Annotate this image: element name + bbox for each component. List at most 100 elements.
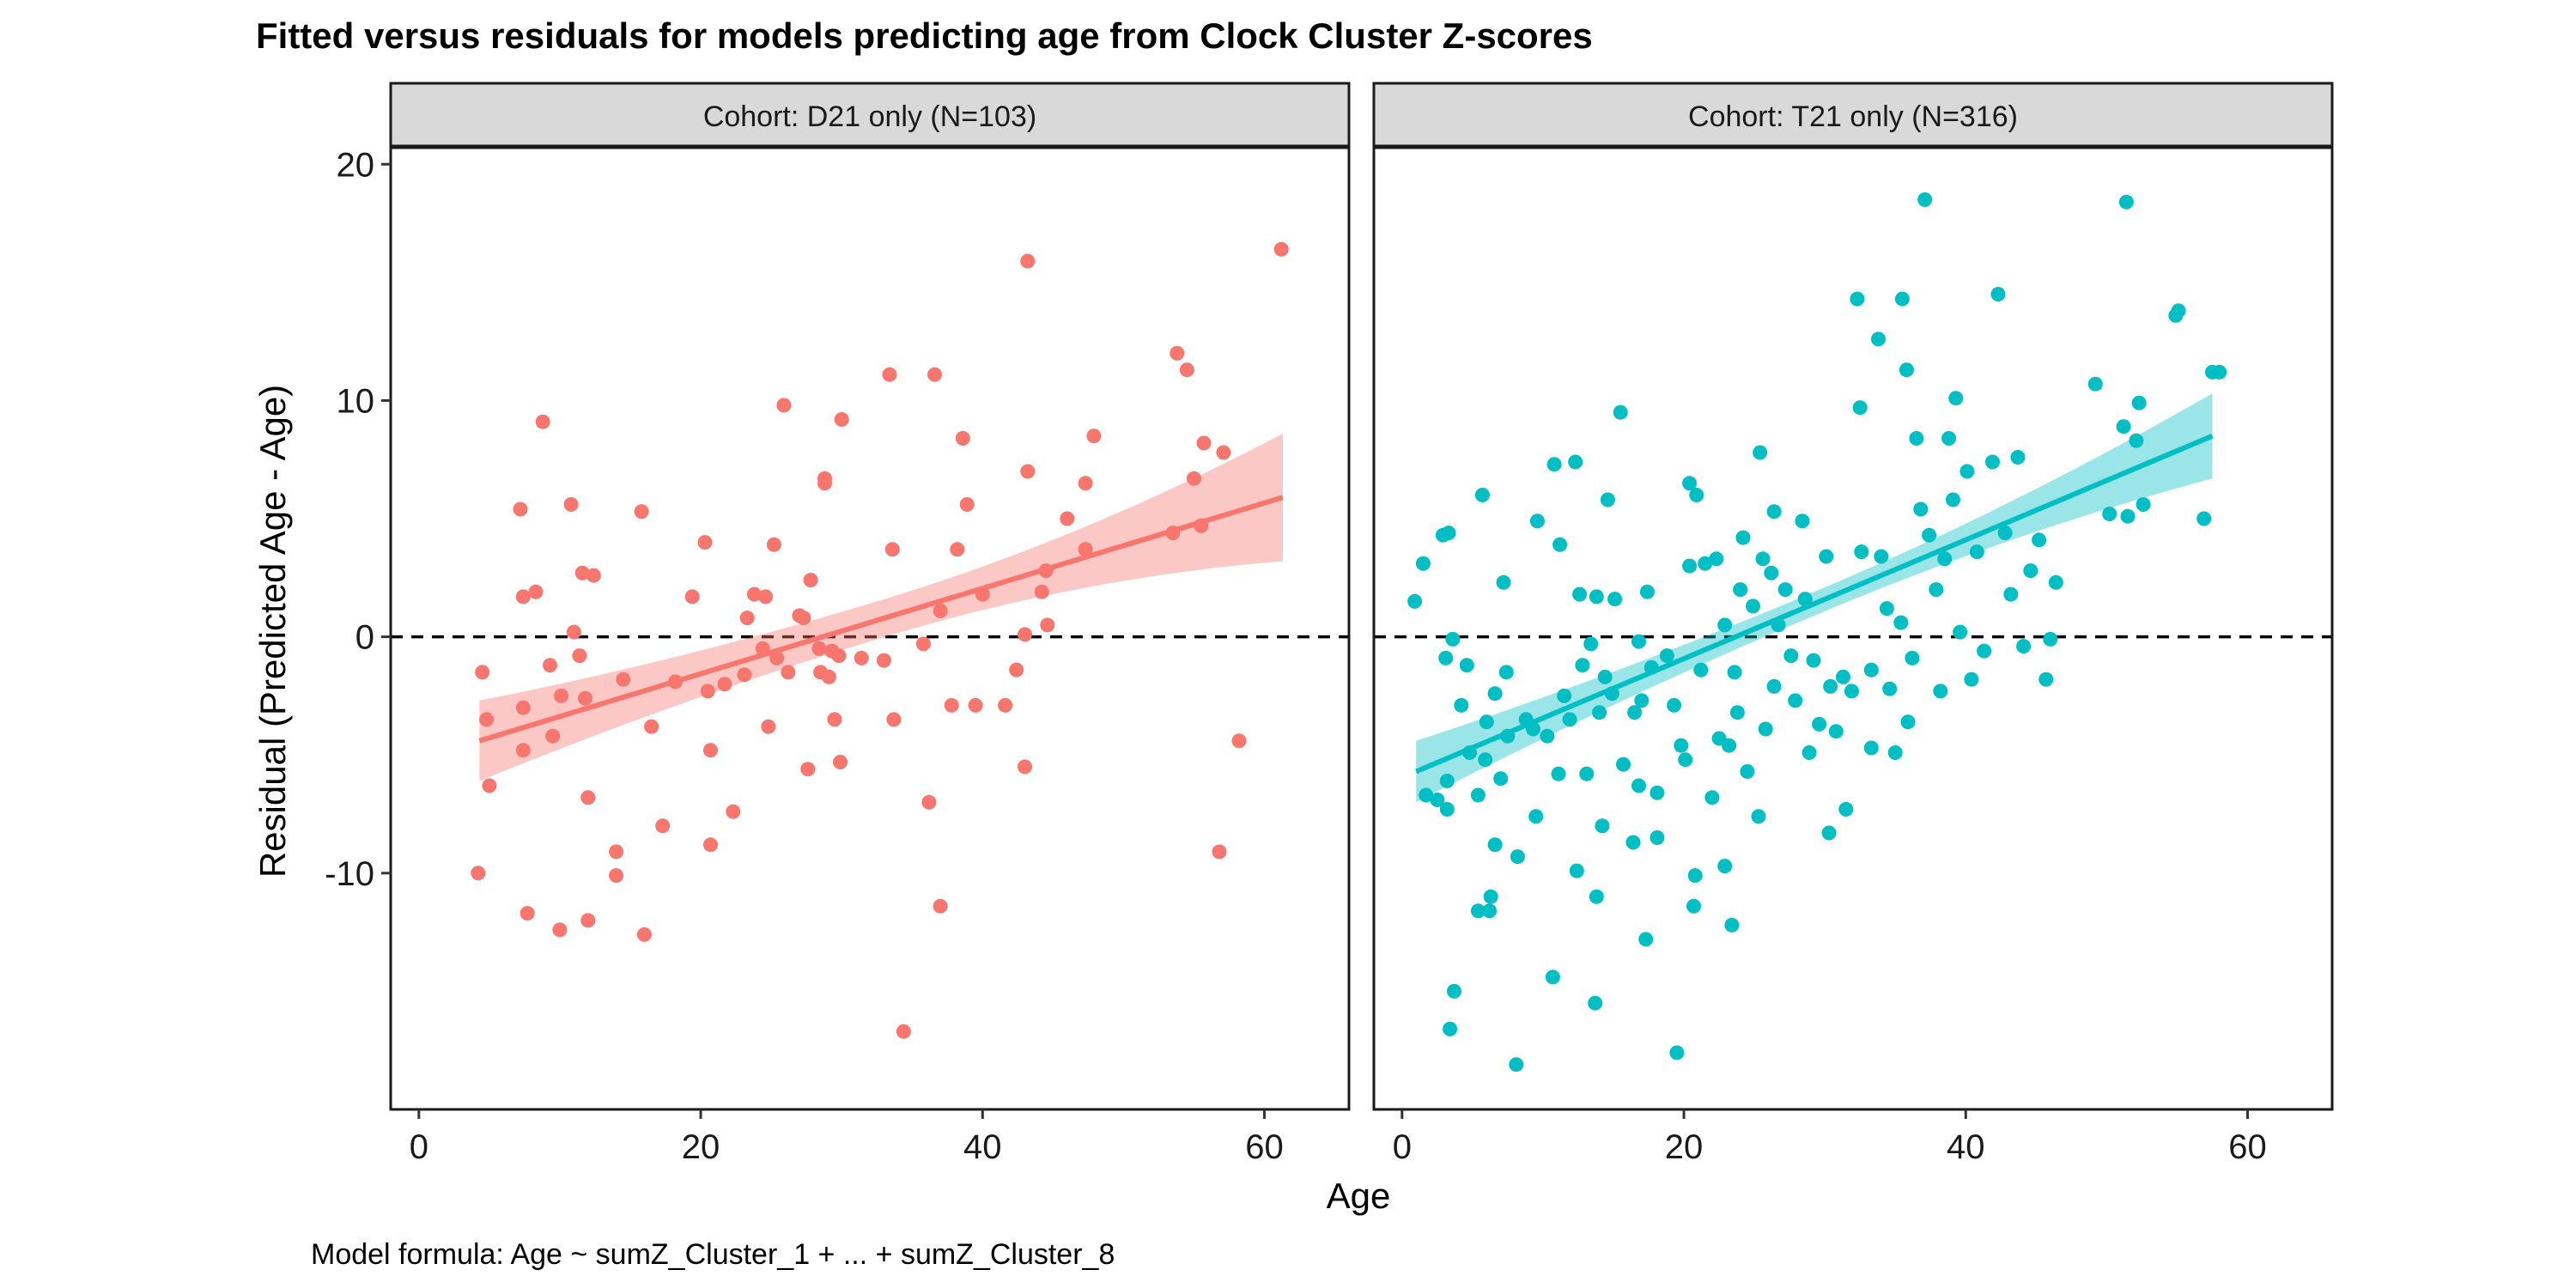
data-point: [2010, 450, 2026, 465]
data-point: [1854, 544, 1869, 560]
data-point: [2116, 419, 2131, 434]
data-point: [703, 743, 718, 758]
data-point: [1909, 431, 1924, 446]
data-point: [1801, 745, 1817, 760]
data-point: [1231, 733, 1247, 749]
data-point: [1020, 464, 1036, 479]
x-tick-label: 20: [1665, 1128, 1704, 1166]
y-tick-label: 10: [337, 382, 375, 420]
data-point: [1462, 745, 1478, 760]
data-point: [1667, 697, 1682, 713]
data-point: [1893, 615, 1909, 630]
data-point: [543, 658, 557, 673]
data-point: [1018, 759, 1032, 775]
data-point: [803, 573, 818, 588]
data-point: [1439, 802, 1455, 817]
data-point: [884, 542, 900, 557]
data-point: [578, 690, 592, 706]
data-point: [1649, 830, 1665, 845]
data-point: [1850, 291, 1865, 307]
data-point: [746, 586, 762, 602]
data-point: [1487, 686, 1503, 702]
data-point: [1887, 745, 1903, 760]
data-point: [1643, 659, 1659, 675]
data-point: [2196, 511, 2212, 526]
data-point: [1917, 192, 1933, 207]
data-point: [1777, 582, 1793, 598]
data-point: [535, 414, 550, 429]
data-point: [1687, 868, 1703, 884]
data-point: [1600, 492, 1615, 507]
data-point: [1552, 537, 1568, 552]
data-point: [769, 650, 785, 665]
data-point: [933, 898, 948, 914]
data-point: [1627, 705, 1643, 720]
data-point: [1562, 712, 1577, 727]
x-tick-label: 0: [1393, 1128, 1412, 1166]
data-point: [1674, 738, 1689, 753]
data-point: [566, 624, 581, 640]
data-point: [1913, 501, 1929, 517]
data-point: [513, 501, 528, 517]
panel-border: [1372, 146, 2334, 1111]
data-point: [1823, 678, 1838, 694]
data-point: [1439, 774, 1455, 788]
data-point: [471, 866, 486, 881]
data-point: [636, 927, 652, 942]
data-point: [515, 589, 531, 605]
data-point: [515, 700, 531, 715]
data-point: [1722, 738, 1737, 753]
data-point: [1569, 863, 1584, 878]
data-point: [616, 671, 631, 687]
data-point: [1595, 818, 1610, 834]
data-point: [1758, 721, 1773, 737]
regression-line: [1415, 433, 2214, 775]
data-point: [1445, 631, 1461, 647]
data-point: [821, 669, 836, 684]
data-point: [1443, 1021, 1458, 1036]
data-point: [1438, 650, 1454, 665]
data-point: [1682, 558, 1698, 574]
data-point: [1946, 492, 1960, 507]
data-point: [684, 589, 700, 605]
data-point: [1165, 526, 1181, 541]
data-point: [1933, 683, 1948, 699]
data-point: [1018, 627, 1032, 642]
data-point: [2102, 507, 2117, 521]
x-tick-label: 40: [963, 1128, 1002, 1166]
data-point: [2120, 508, 2136, 524]
data-point: [1727, 665, 1742, 680]
data-point: [1634, 693, 1649, 708]
data-point: [1704, 790, 1720, 805]
data-point: [1724, 917, 1740, 933]
data-point: [1597, 669, 1613, 684]
panel-data: [391, 241, 1349, 1039]
data-point: [574, 565, 590, 580]
x-tick-label: 60: [2228, 1128, 2267, 1166]
data-point: [896, 1024, 911, 1039]
data-point: [1170, 345, 1185, 361]
data-point: [2136, 497, 2151, 512]
facet-strip: [389, 82, 1351, 148]
data-point: [1755, 551, 1771, 567]
data-point: [1678, 752, 1693, 768]
data-point: [580, 790, 596, 805]
data-point: [563, 497, 579, 512]
data-point: [2087, 376, 2103, 392]
data-point: [2003, 586, 2019, 602]
data-point: [959, 497, 975, 512]
data-point: [1415, 556, 1431, 571]
y-tick-label: 0: [355, 619, 374, 657]
data-point: [827, 712, 842, 727]
data-point: [1852, 400, 1868, 416]
data-point: [968, 697, 983, 713]
facet-strip: [1372, 82, 2334, 148]
data-point: [800, 762, 816, 777]
data-point: [528, 584, 544, 599]
data-point: [1879, 601, 1894, 617]
data-point: [781, 665, 796, 680]
data-point: [1572, 586, 1588, 602]
data-point: [796, 611, 811, 626]
data-point: [998, 697, 1013, 713]
